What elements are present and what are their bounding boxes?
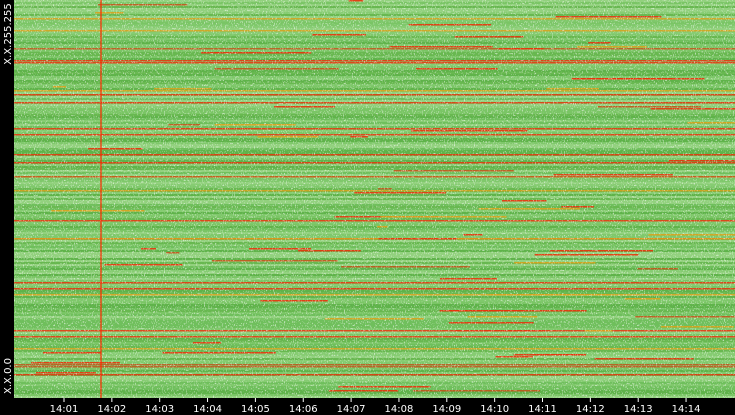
x-tick-label: 14:02	[97, 404, 126, 415]
x-tick-label: 14:07	[337, 404, 366, 415]
y-bottom-label: X.X.0.0	[3, 358, 14, 394]
x-tick-label: 14:11	[528, 404, 557, 415]
x-tick-label: 14:01	[50, 404, 79, 415]
x-tick-label: 14:04	[193, 404, 222, 415]
x-tick-label: 14:05	[241, 404, 270, 415]
x-tick-label: 14:10	[480, 404, 509, 415]
x-tick-label: 14:14	[672, 404, 701, 415]
x-tick-label: 14:08	[385, 404, 414, 415]
x-tick-label: 14:03	[145, 404, 174, 415]
x-axis: 14:01 14:02 14:03 14:04 14:05 14:06 14:07 14:08…	[50, 398, 701, 415]
speckle-overlay	[14, 0, 735, 398]
x-tick-label: 14:12	[576, 404, 605, 415]
x-tick-label: 14:13	[624, 404, 653, 415]
x-tick-label: 14:09	[432, 404, 461, 415]
y-top-label: X.X.255.255	[3, 3, 14, 64]
x-tick-label: 14:06	[289, 404, 318, 415]
